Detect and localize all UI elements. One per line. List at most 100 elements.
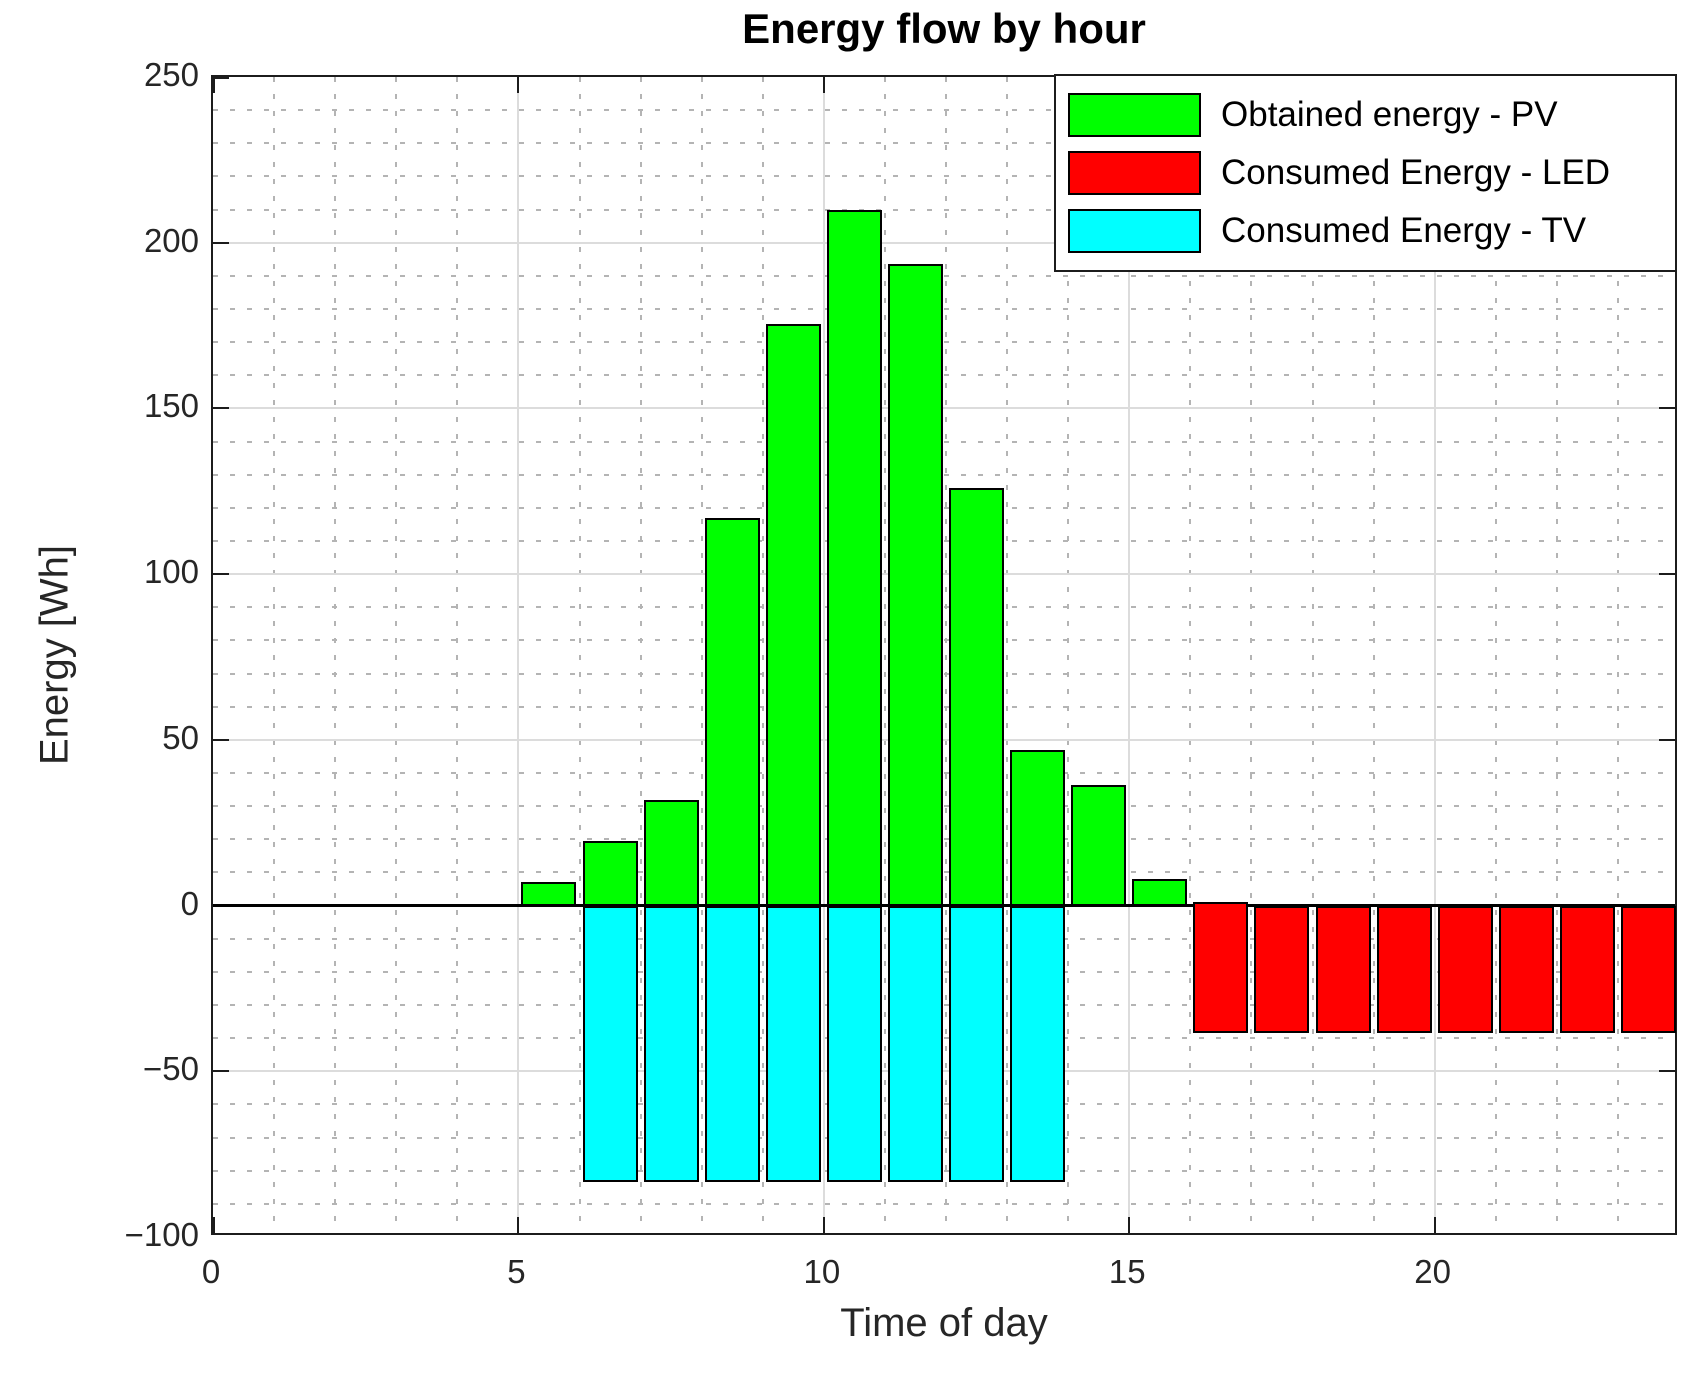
x-tick-label: 10 <box>803 1253 841 1290</box>
minor-gridline-y <box>213 175 1675 178</box>
major-gridline-y <box>213 1070 1675 1073</box>
minor-gridline-x <box>456 77 459 1233</box>
minor-gridline-y <box>213 308 1675 310</box>
minor-gridline-x <box>1616 77 1619 1233</box>
bar <box>521 882 577 906</box>
minor-gridline-y <box>213 871 1675 874</box>
legend-swatch <box>1068 93 1201 137</box>
minor-gridline-y <box>213 374 1675 377</box>
major-gridline-y <box>213 241 1675 244</box>
minor-gridline-y <box>213 805 1675 808</box>
major-gridline-x <box>1128 77 1131 1233</box>
y-tick-mark <box>213 407 229 410</box>
x-tick-mark-top <box>822 77 825 93</box>
major-gridline-x <box>822 77 825 1233</box>
x-tick-mark-top <box>517 77 520 93</box>
bar <box>1071 784 1127 906</box>
y-tick-mark-right <box>1659 573 1675 576</box>
minor-gridline-y <box>213 506 1675 509</box>
bar <box>704 517 760 906</box>
legend-label: Consumed Energy - TV <box>1221 211 1587 250</box>
x-tick-label: 15 <box>1108 1253 1146 1290</box>
y-tick-mark-right <box>1659 1233 1675 1235</box>
x-tick-mark <box>1433 1217 1436 1233</box>
minor-gridline-y <box>213 772 1675 774</box>
minor-gridline-x <box>1067 77 1070 1233</box>
y-tick-mark <box>213 1070 229 1073</box>
minor-gridline-y <box>213 970 1675 973</box>
y-tick-mark-right <box>1659 1070 1675 1073</box>
y-tick-mark-right <box>1659 407 1675 410</box>
minor-gridline-y <box>213 838 1675 841</box>
minor-gridline-x <box>1555 77 1558 1233</box>
minor-gridline-y <box>213 109 1675 112</box>
chart-title: Energy flow by hour <box>742 5 1146 52</box>
bar <box>1132 879 1188 906</box>
bar <box>1620 905 1676 1034</box>
minor-gridline-y <box>213 208 1675 211</box>
legend-row: Obtained energy - PV <box>1056 86 1675 144</box>
bar <box>1498 905 1554 1034</box>
minor-gridline-y <box>213 1037 1675 1040</box>
legend-row: Consumed Energy - TV <box>1056 202 1675 260</box>
bar <box>1193 902 1249 1034</box>
minor-gridline-x <box>578 77 581 1233</box>
minor-gridline-x <box>334 77 337 1233</box>
minor-gridline-y <box>213 341 1675 344</box>
y-tick-label: 200 <box>143 221 199 259</box>
minor-gridline-y <box>213 937 1675 940</box>
x-tick-mark <box>1128 1217 1131 1233</box>
bar <box>582 840 638 906</box>
y-tick-label: 150 <box>143 387 199 425</box>
bar <box>887 905 943 1183</box>
y-tick-mark-right <box>1659 738 1675 741</box>
y-tick-mark <box>213 738 229 741</box>
minor-gridline-x <box>1311 77 1314 1233</box>
bar <box>949 487 1005 906</box>
major-gridline-y <box>213 738 1675 741</box>
y-tick-label: 0 <box>180 884 199 922</box>
minor-gridline-x <box>883 77 886 1233</box>
minor-gridline-y <box>213 473 1675 476</box>
bar <box>887 264 943 906</box>
minor-gridline-x <box>273 77 276 1233</box>
bar <box>765 905 821 1183</box>
bar <box>643 905 699 1183</box>
x-tick-mark <box>213 1217 215 1233</box>
legend-label: Consumed Energy - LED <box>1221 153 1611 192</box>
bar <box>704 905 760 1183</box>
x-tick-mark-top <box>213 77 215 93</box>
bar <box>1437 905 1493 1034</box>
minor-gridline-y <box>213 672 1675 675</box>
major-gridline-x <box>1433 77 1436 1233</box>
minor-gridline-y <box>213 440 1675 443</box>
minor-gridline-x <box>761 77 764 1233</box>
y-tick-mark <box>213 573 229 576</box>
minor-gridline-x <box>1250 77 1253 1233</box>
minor-gridline-y <box>213 1004 1675 1006</box>
bar <box>826 905 882 1183</box>
y-tick-label: 100 <box>143 553 199 591</box>
legend: Obtained energy - PV Consumed Energy - LE… <box>1054 74 1677 272</box>
major-gridline-y <box>213 407 1675 410</box>
bar <box>643 799 699 906</box>
major-gridline-x <box>517 77 520 1233</box>
bar <box>826 209 882 906</box>
legend-row: Consumed Energy - LED <box>1056 144 1675 202</box>
minor-gridline-y <box>213 274 1675 277</box>
x-tick-label: 20 <box>1414 1253 1452 1290</box>
bar <box>1376 905 1432 1034</box>
bar <box>582 905 638 1183</box>
x-tick-mark <box>822 1217 825 1233</box>
minor-gridline-x <box>639 77 642 1233</box>
y-tick-mark <box>213 241 229 244</box>
minor-gridline-y <box>213 1202 1675 1205</box>
minor-gridline-x <box>395 77 398 1233</box>
y-tick-label: 250 <box>143 56 199 93</box>
minor-gridline-y <box>213 705 1675 708</box>
y-tick-label: −50 <box>143 1050 199 1088</box>
minor-gridline-y <box>213 1169 1675 1172</box>
minor-gridline-x <box>1372 77 1375 1233</box>
bar <box>1010 749 1066 906</box>
